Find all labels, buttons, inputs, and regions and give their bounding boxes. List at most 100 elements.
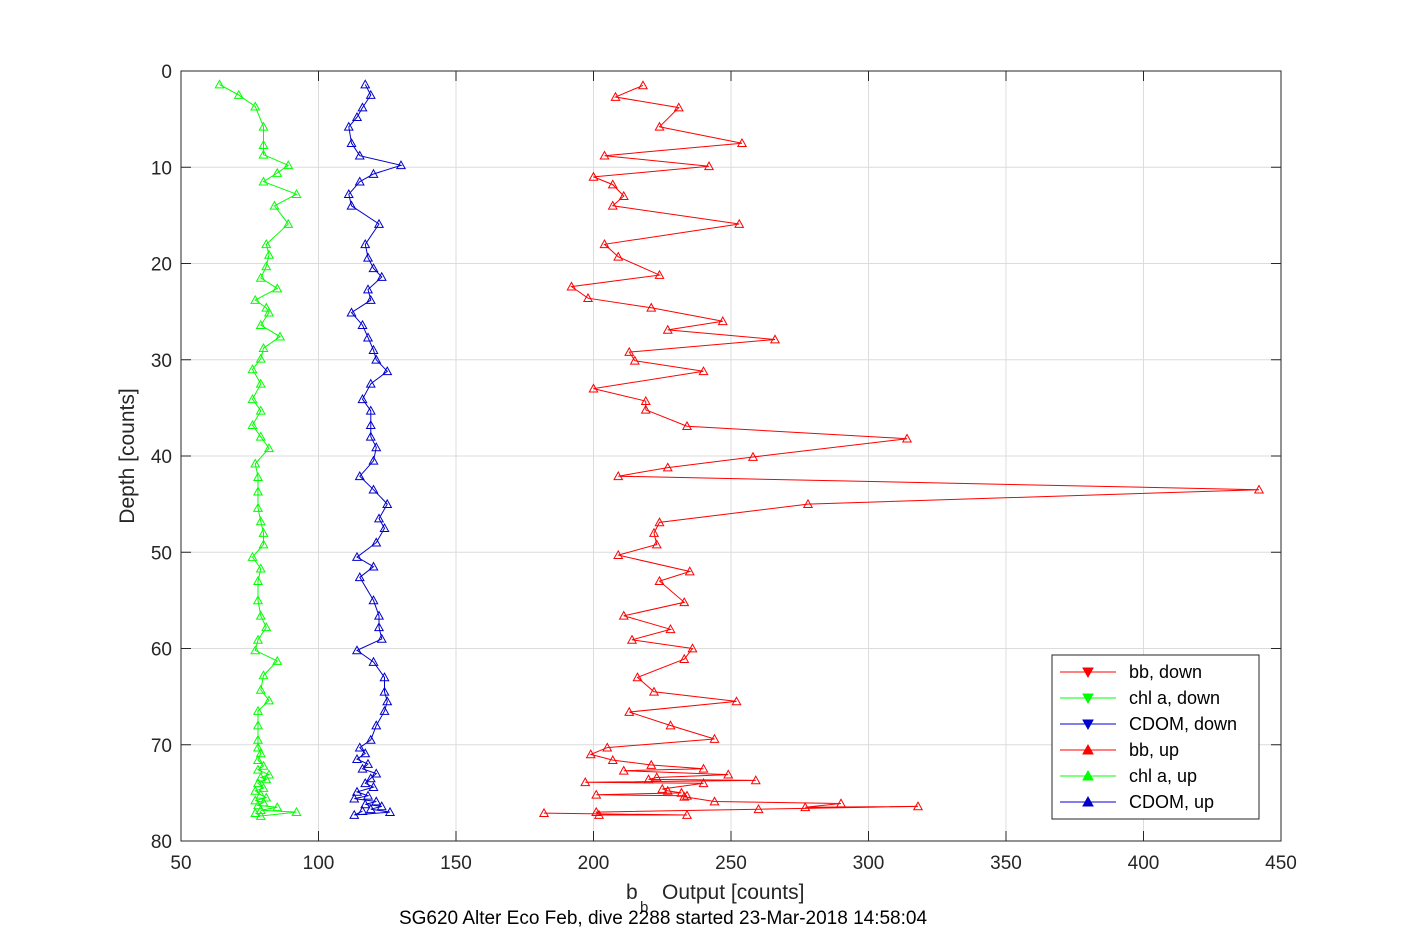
data-point	[252, 720, 264, 730]
data-point	[747, 451, 759, 461]
data-point	[835, 798, 847, 808]
legend-label: bb, down	[1129, 662, 1202, 682]
y-tick-label: 20	[151, 255, 172, 276]
data-point	[588, 171, 599, 181]
data-point	[255, 405, 266, 415]
data-point	[354, 176, 365, 186]
data-point	[769, 334, 781, 344]
data-point	[734, 218, 745, 228]
legend-item: chl a, up	[1060, 766, 1197, 786]
data-point	[662, 785, 673, 795]
data-point	[368, 484, 379, 494]
data-point	[624, 346, 635, 356]
x-tick-label: 150	[440, 853, 472, 874]
data-point	[357, 319, 368, 329]
legend-marker	[1082, 719, 1094, 731]
data-point	[250, 458, 261, 468]
data-point	[665, 624, 676, 634]
data-point	[252, 575, 264, 585]
x-axis-title-subscript: b	[640, 899, 648, 916]
data-point	[753, 804, 764, 814]
data-point	[291, 188, 302, 199]
data-point	[247, 393, 258, 404]
data-point	[382, 696, 393, 706]
data-point	[651, 772, 662, 782]
data-point	[593, 809, 605, 819]
data-point	[360, 79, 371, 89]
data-point	[346, 307, 357, 317]
data-point	[703, 161, 715, 171]
data-point	[351, 551, 363, 561]
data-point	[731, 696, 742, 706]
data-point	[1253, 484, 1265, 494]
data-point	[679, 597, 690, 607]
legend-label: CDOM, up	[1129, 792, 1214, 812]
data-point	[360, 799, 371, 809]
data-point	[360, 748, 371, 758]
x-tick-label: 450	[1265, 853, 1297, 874]
data-point	[681, 790, 693, 800]
data-point	[654, 269, 665, 279]
series-line	[348, 84, 403, 816]
data-point	[371, 442, 382, 452]
data-point	[368, 344, 379, 354]
data-point	[687, 643, 698, 653]
legend-label: chl a, up	[1129, 766, 1197, 786]
data-point	[632, 672, 643, 682]
data-point	[365, 89, 376, 99]
data-point	[582, 292, 594, 303]
x-axis-title-text: Output [counts]	[662, 881, 804, 904]
data-point	[382, 366, 393, 376]
data-point	[255, 516, 266, 526]
data-point	[252, 754, 264, 765]
data-point	[346, 137, 357, 148]
data-point	[371, 768, 382, 778]
data-point	[365, 294, 376, 304]
data-point	[376, 271, 387, 281]
data-point	[354, 742, 365, 752]
data-point	[679, 791, 690, 801]
data-point	[252, 800, 264, 810]
data-point	[709, 796, 720, 806]
data-point	[365, 419, 376, 430]
legend-marker	[1082, 693, 1094, 705]
data-point	[255, 684, 266, 694]
data-point	[681, 420, 693, 431]
data-point	[261, 261, 272, 271]
data-point	[538, 807, 550, 817]
data-point	[698, 763, 709, 773]
data-point	[717, 316, 728, 326]
data-point	[261, 774, 272, 784]
data-point	[258, 342, 269, 353]
data-point	[250, 795, 261, 805]
data-point	[648, 686, 660, 696]
data-point	[365, 431, 376, 441]
data-point	[272, 802, 283, 812]
data-point	[698, 366, 709, 376]
data-point	[362, 758, 374, 768]
data-point	[252, 486, 264, 496]
data-point	[252, 742, 264, 752]
data-point	[255, 431, 266, 441]
data-point	[362, 332, 374, 342]
data-point	[263, 769, 275, 779]
data-point	[250, 101, 261, 111]
data-point	[373, 610, 385, 620]
data-point	[263, 307, 275, 317]
data-point	[252, 764, 264, 774]
data-point	[379, 672, 390, 682]
data-point	[648, 527, 660, 537]
data-point	[684, 566, 695, 576]
data-point	[376, 801, 387, 811]
data-point	[379, 705, 390, 715]
data-point	[676, 787, 687, 797]
data-point	[263, 695, 275, 705]
data-point	[599, 150, 610, 160]
legend-label: chl a, down	[1129, 688, 1220, 708]
y-tick-label: 30	[151, 351, 172, 372]
data-point	[354, 572, 365, 582]
data-point	[261, 239, 272, 249]
data-point	[379, 522, 390, 533]
data-point	[912, 801, 924, 811]
